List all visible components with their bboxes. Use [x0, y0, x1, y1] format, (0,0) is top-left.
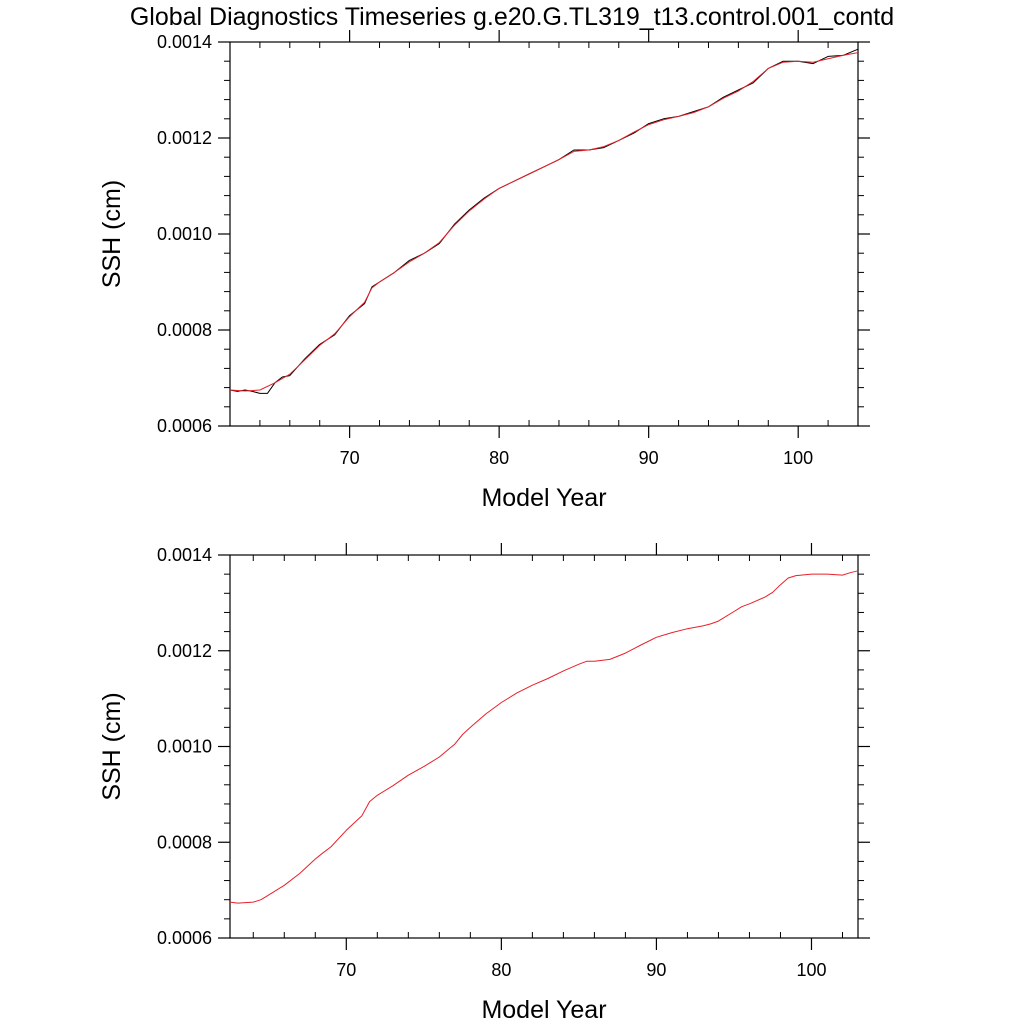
y-tick-label: 0.0014	[157, 32, 212, 52]
plot-frame	[229, 41, 859, 427]
x-tick-label: 90	[646, 960, 666, 980]
y-axis-title: SSH (cm)	[98, 180, 126, 288]
y-tick-label: 0.0006	[157, 416, 212, 436]
x-tick-label: 100	[796, 960, 826, 980]
x-tick-label: 70	[336, 960, 356, 980]
x-tick-label: 90	[639, 448, 659, 468]
series-line-0	[229, 570, 859, 904]
x-axis-title: Model Year	[481, 996, 606, 1024]
x-tick-label: 80	[489, 448, 509, 468]
top-plot-panel: 70 80 90 100 0.0006 0.0008 0.0010 0.0012 0.0014 M…	[98, 30, 870, 512]
y-tick-label: 0.0014	[157, 545, 212, 565]
x-tick-label: 100	[783, 448, 813, 468]
x-axis-title: Model Year	[481, 484, 606, 512]
y-axis-title: SSH (cm)	[98, 692, 126, 800]
y-tick-label: 0.0010	[157, 224, 212, 244]
y-tick-label: 0.0010	[157, 737, 212, 757]
y-tick-label: 0.0006	[157, 928, 212, 948]
y-tick-label: 0.0012	[157, 641, 212, 661]
bottom-plot-panel: 70 80 90 100 0.0006 0.0008 0.0010 0.0012 0.0014 M…	[98, 543, 870, 1024]
plot-frame	[229, 554, 859, 939]
y-tick-label: 0.0008	[157, 832, 212, 852]
series-line-1	[229, 52, 859, 392]
y-tick-label: 0.0012	[157, 128, 212, 148]
x-tick-label: 70	[340, 448, 360, 468]
figure-title: Global Diagnostics Timeseries g.e20.G.TL…	[129, 3, 895, 31]
y-tick-label: 0.0008	[157, 320, 212, 340]
x-tick-label: 80	[491, 960, 511, 980]
